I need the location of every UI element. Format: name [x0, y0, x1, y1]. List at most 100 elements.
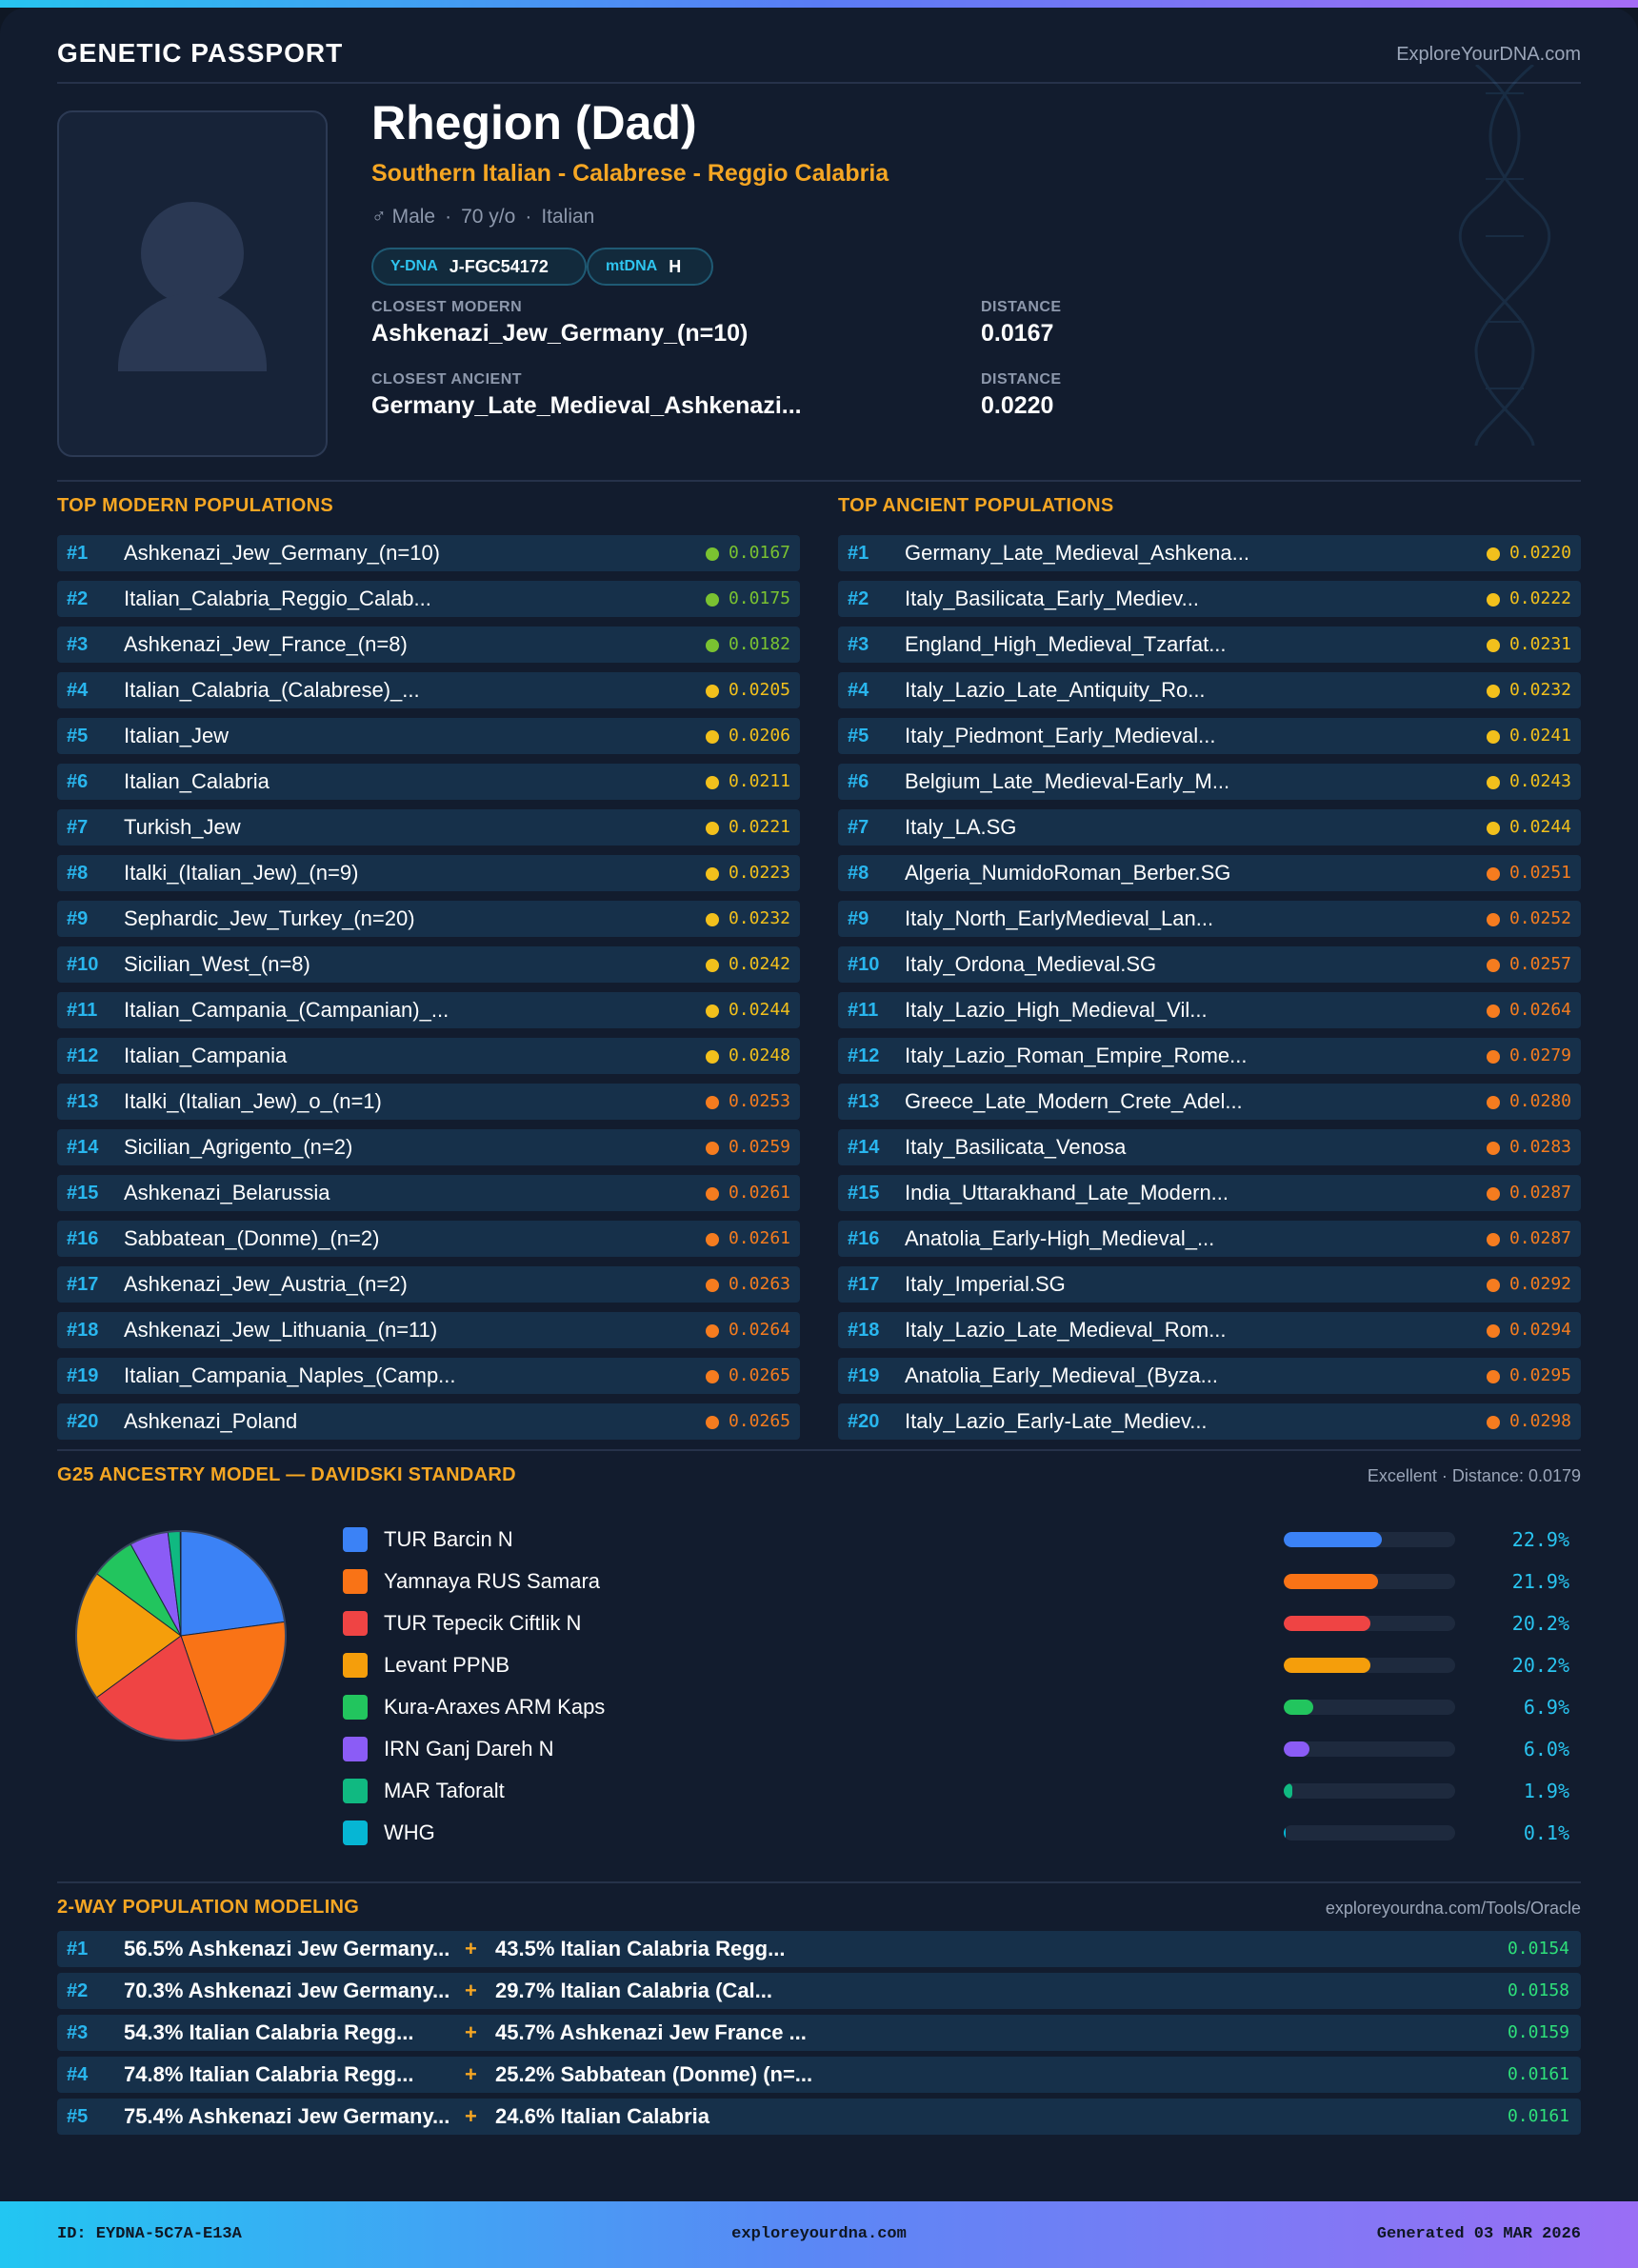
legend-label: WHG: [384, 1820, 435, 1844]
closest-ancient-label: CLOSEST ANCIENT: [371, 371, 523, 388]
population-name: Italian_Jew: [124, 724, 230, 747]
population-row[interactable]: #2 Italy_Basilicata_Early_Mediev... 0.0222: [838, 581, 1581, 617]
population-distance: 0.0244: [728, 1000, 790, 1020]
population-row[interactable]: #20 Italy_Lazio_Early-Late_Mediev... 0.029…: [838, 1403, 1581, 1440]
divider: [57, 1881, 1581, 1883]
distance-indicator-dot: [1487, 913, 1500, 926]
population-row[interactable]: #5 Italian_Jew 0.0206: [57, 718, 800, 754]
population-row[interactable]: #8 Italki_(Italian_Jew)_(n=9) 0.0223: [57, 855, 800, 891]
population-row[interactable]: #6 Italian_Calabria 0.0211: [57, 764, 800, 800]
population-row[interactable]: #12 Italy_Lazio_Roman_Empire_Rome... 0.027…: [838, 1038, 1581, 1074]
footer-site-link[interactable]: exploreyourdna.com: [731, 2225, 907, 2243]
population-distance: 0.0241: [1508, 726, 1571, 746]
population-name: Italian_Calabria: [124, 769, 270, 793]
population-rank: #18: [67, 1320, 99, 1341]
closest-modern-label: CLOSEST MODERN: [371, 299, 523, 315]
population-distance: 0.0261: [728, 1228, 790, 1248]
pie-outline: [75, 1530, 287, 1741]
two-way-row[interactable]: #3 54.3% Italian Calabria Regg... +45.7% A…: [57, 2015, 1581, 2051]
header-site-link[interactable]: ExploreYourDNA.com: [1396, 44, 1581, 65]
distance-indicator-dot: [706, 959, 719, 972]
population-row[interactable]: #1 Germany_Late_Medieval_Ashkena... 0.0220: [838, 535, 1581, 571]
nationality-text: Italian: [541, 206, 595, 228]
population-distance: 0.0298: [1508, 1411, 1571, 1431]
population-distance: 0.0287: [1508, 1228, 1571, 1248]
population-row[interactable]: #7 Turkish_Jew 0.0221: [57, 809, 800, 846]
two-way-row[interactable]: #1 56.5% Ashkenazi Jew Germany... +43.5% I…: [57, 1931, 1581, 1967]
population-row[interactable]: #18 Italy_Lazio_Late_Medieval_Rom... 0.029…: [838, 1312, 1581, 1348]
population-row[interactable]: #17 Ashkenazi_Jew_Austria_(n=2) 0.0263: [57, 1266, 800, 1303]
population-name: Italian_Campania_(Campanian)_...: [124, 998, 449, 1022]
population-row[interactable]: #17 Italy_Imperial.SG 0.0292: [838, 1266, 1581, 1303]
component-bar-track: [1284, 1700, 1455, 1715]
source-population-a: 70.3% Ashkenazi Jew Germany...: [124, 1979, 450, 2002]
population-row[interactable]: #3 England_High_Medieval_Tzarfat... 0.0231: [838, 627, 1581, 663]
distance-indicator-dot: [706, 1324, 719, 1338]
distance-indicator-dot: [706, 867, 719, 881]
oracle-tool-link[interactable]: exploreyourdna.com/Tools/Oracle: [1325, 1899, 1581, 1918]
population-row[interactable]: #19 Anatolia_Early_Medieval_(Byza... 0.029…: [838, 1358, 1581, 1394]
population-distance: 0.0292: [1508, 1274, 1571, 1294]
population-row[interactable]: #16 Anatolia_Early-High_Medieval_... 0.028…: [838, 1221, 1581, 1257]
population-rank: #1: [67, 543, 89, 564]
two-way-row[interactable]: #2 70.3% Ashkenazi Jew Germany... +29.7% I…: [57, 1973, 1581, 2009]
population-name: Ashkenazi_Poland: [124, 1409, 298, 1433]
population-row[interactable]: #6 Belgium_Late_Medieval-Early_M... 0.0243: [838, 764, 1581, 800]
distance-indicator-dot: [1487, 1005, 1500, 1018]
population-row[interactable]: #10 Sicilian_West_(n=8) 0.0242: [57, 946, 800, 983]
population-row[interactable]: #4 Italy_Lazio_Late_Antiquity_Ro... 0.0232: [838, 672, 1581, 708]
population-distance: 0.0167: [728, 543, 790, 563]
population-row[interactable]: #18 Ashkenazi_Jew_Lithuania_(n=11) 0.0264: [57, 1312, 800, 1348]
population-name: Italy_Imperial.SG: [905, 1272, 1066, 1296]
population-name: Italki_(Italian_Jew)_(n=9): [124, 861, 359, 885]
population-distance: 0.0257: [1508, 954, 1571, 974]
population-row[interactable]: #13 Greece_Late_Modern_Crete_Adel... 0.028…: [838, 1084, 1581, 1120]
population-row[interactable]: #11 Italian_Campania_(Campanian)_... 0.024…: [57, 992, 800, 1028]
population-row[interactable]: #11 Italy_Lazio_High_Medieval_Vil... 0.026…: [838, 992, 1581, 1028]
population-row[interactable]: #5 Italy_Piedmont_Early_Medieval... 0.0241: [838, 718, 1581, 754]
population-name: Sephardic_Jew_Turkey_(n=20): [124, 906, 415, 930]
population-name: Sicilian_Agrigento_(n=2): [124, 1135, 353, 1159]
population-row[interactable]: #14 Italy_Basilicata_Venosa 0.0283: [838, 1129, 1581, 1165]
two-way-row[interactable]: #5 75.4% Ashkenazi Jew Germany... +24.6% I…: [57, 2099, 1581, 2135]
population-distance: 0.0252: [1508, 908, 1571, 928]
two-way-row[interactable]: #4 74.8% Italian Calabria Regg... +25.2% S…: [57, 2057, 1581, 2093]
population-row[interactable]: #15 India_Uttarakhand_Late_Modern... 0.028…: [838, 1175, 1581, 1211]
population-row[interactable]: #10 Italy_Ordona_Medieval.SG 0.0257: [838, 946, 1581, 983]
profile-photo-placeholder[interactable]: [57, 110, 328, 457]
population-row[interactable]: #9 Italy_North_EarlyMedieval_Lan... 0.0252: [838, 901, 1581, 937]
population-row[interactable]: #14 Sicilian_Agrigento_(n=2) 0.0259: [57, 1129, 800, 1165]
population-name: Italy_Lazio_High_Medieval_Vil...: [905, 998, 1208, 1022]
population-row[interactable]: #12 Italian_Campania 0.0248: [57, 1038, 800, 1074]
population-row[interactable]: #16 Sabbatean_(Donme)_(n=2) 0.0261: [57, 1221, 800, 1257]
component-bar-track: [1284, 1783, 1455, 1799]
population-name: Ashkenazi_Jew_Germany_(n=10): [124, 541, 441, 565]
closest-ancient-value: Germany_Late_Medieval_Ashkenazi...: [371, 392, 802, 419]
population-row[interactable]: #20 Ashkenazi_Poland 0.0265: [57, 1403, 800, 1440]
population-rank: #13: [67, 1091, 99, 1112]
population-name: India_Uttarakhand_Late_Modern...: [905, 1181, 1229, 1204]
population-name: Italian_Calabria_(Calabrese)_...: [124, 678, 420, 702]
legend-swatch: [343, 1695, 368, 1720]
population-distance: 0.0287: [1508, 1183, 1571, 1203]
population-row[interactable]: #13 Italki_(Italian_Jew)_o_(n=1) 0.0253: [57, 1084, 800, 1120]
population-rank: #1: [848, 543, 869, 564]
population-row[interactable]: #8 Algeria_NumidoRoman_Berber.SG 0.0251: [838, 855, 1581, 891]
population-row[interactable]: #4 Italian_Calabria_(Calabrese)_... 0.0205: [57, 672, 800, 708]
population-row[interactable]: #1 Ashkenazi_Jew_Germany_(n=10) 0.0167: [57, 535, 800, 571]
distance-indicator-dot: [1487, 1233, 1500, 1246]
population-row[interactable]: #3 Ashkenazi_Jew_France_(n=8) 0.0182: [57, 627, 800, 663]
population-rank: #20: [848, 1411, 880, 1432]
component-percent: 1.9%: [1523, 1780, 1569, 1802]
mtdna-label: mtDNA: [606, 258, 658, 274]
population-distance: 0.0261: [728, 1183, 790, 1203]
population-row[interactable]: #7 Italy_LA.SG 0.0244: [838, 809, 1581, 846]
population-row[interactable]: #19 Italian_Campania_Naples_(Camp... 0.026…: [57, 1358, 800, 1394]
population-row[interactable]: #15 Ashkenazi_Belarussia 0.0261: [57, 1175, 800, 1211]
distance-indicator-dot: [706, 1279, 719, 1292]
closest-ancient-distance-label: DISTANCE: [981, 371, 1062, 388]
population-row[interactable]: #2 Italian_Calabria_Reggio_Calab... 0.0175: [57, 581, 800, 617]
plus-icon: +: [465, 2104, 477, 2128]
component-bar-track: [1284, 1532, 1455, 1547]
population-row[interactable]: #9 Sephardic_Jew_Turkey_(n=20) 0.0232: [57, 901, 800, 937]
